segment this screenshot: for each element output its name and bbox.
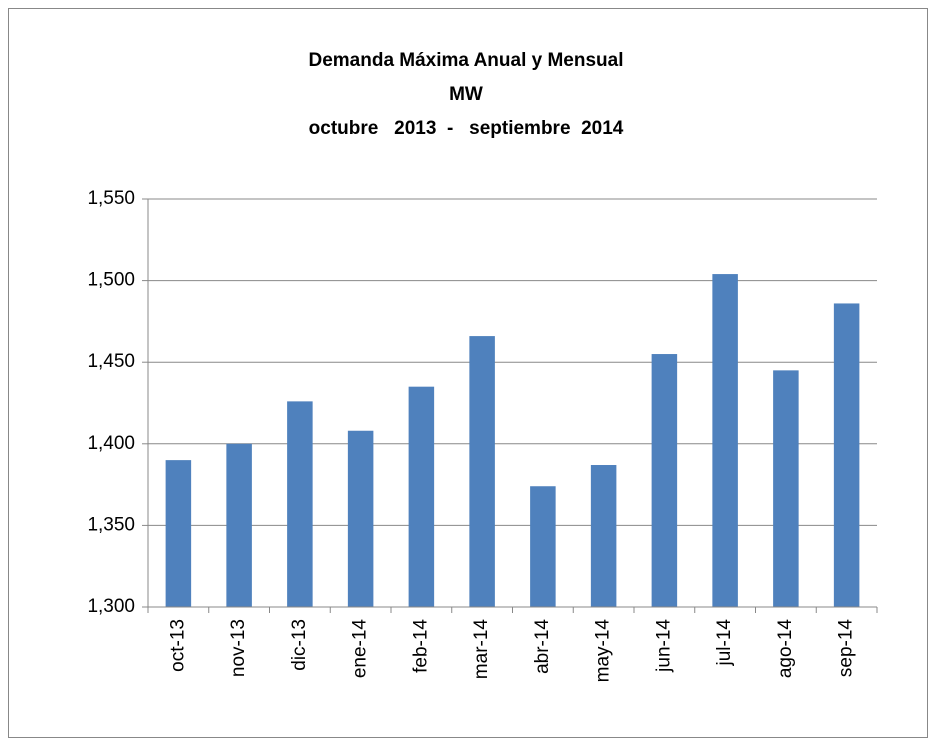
x-tick-label: dic-13 [289, 619, 310, 671]
x-tick-label: jul-14 [714, 619, 735, 667]
x-tick-label: sep-14 [836, 619, 857, 678]
chart-title: octubre 2013 - septiembre 2014 [309, 118, 624, 139]
x-tick-label: feb-14 [410, 619, 431, 673]
x-tick-label: may-14 [593, 619, 614, 683]
chart-title: Demanda Máxima Anual y Mensual [308, 50, 623, 71]
x-tick-label: ene-14 [350, 619, 371, 679]
bar [833, 303, 860, 607]
bar [530, 486, 556, 607]
bar [347, 430, 374, 607]
x-tick-label: oct-13 [167, 619, 188, 672]
y-tick-label: 1,300 [87, 596, 135, 617]
x-tick-label: ago-14 [775, 619, 796, 679]
bar [651, 354, 678, 607]
y-tick-label: 1,550 [87, 188, 135, 209]
bar [712, 274, 738, 607]
bar [226, 443, 252, 607]
bar [773, 370, 799, 607]
bar [590, 465, 617, 607]
x-tick-label: abr-14 [532, 619, 553, 674]
y-tick-label: 1,450 [87, 351, 135, 372]
y-tick-label: 1,500 [87, 270, 135, 291]
bar [469, 336, 495, 607]
y-tick-label: 1,400 [87, 433, 135, 454]
bar [287, 401, 313, 607]
chart-title: MW [449, 84, 483, 105]
bar [165, 460, 192, 607]
bar [408, 386, 435, 607]
x-tick-label: mar-14 [471, 619, 492, 680]
y-tick-label: 1,350 [87, 514, 135, 535]
x-tick-label: nov-13 [228, 619, 249, 677]
x-tick-label: jun-14 [653, 619, 674, 673]
